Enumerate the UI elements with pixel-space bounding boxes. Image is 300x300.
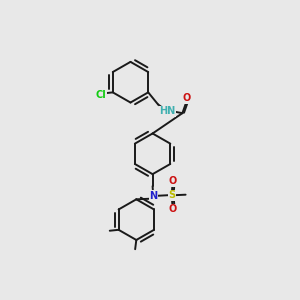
Text: Cl: Cl <box>95 90 106 100</box>
Text: O: O <box>169 204 177 214</box>
Text: O: O <box>169 176 177 186</box>
Text: O: O <box>183 93 191 103</box>
Text: N: N <box>149 191 157 201</box>
Text: HN: HN <box>159 106 176 116</box>
Text: S: S <box>169 190 176 200</box>
